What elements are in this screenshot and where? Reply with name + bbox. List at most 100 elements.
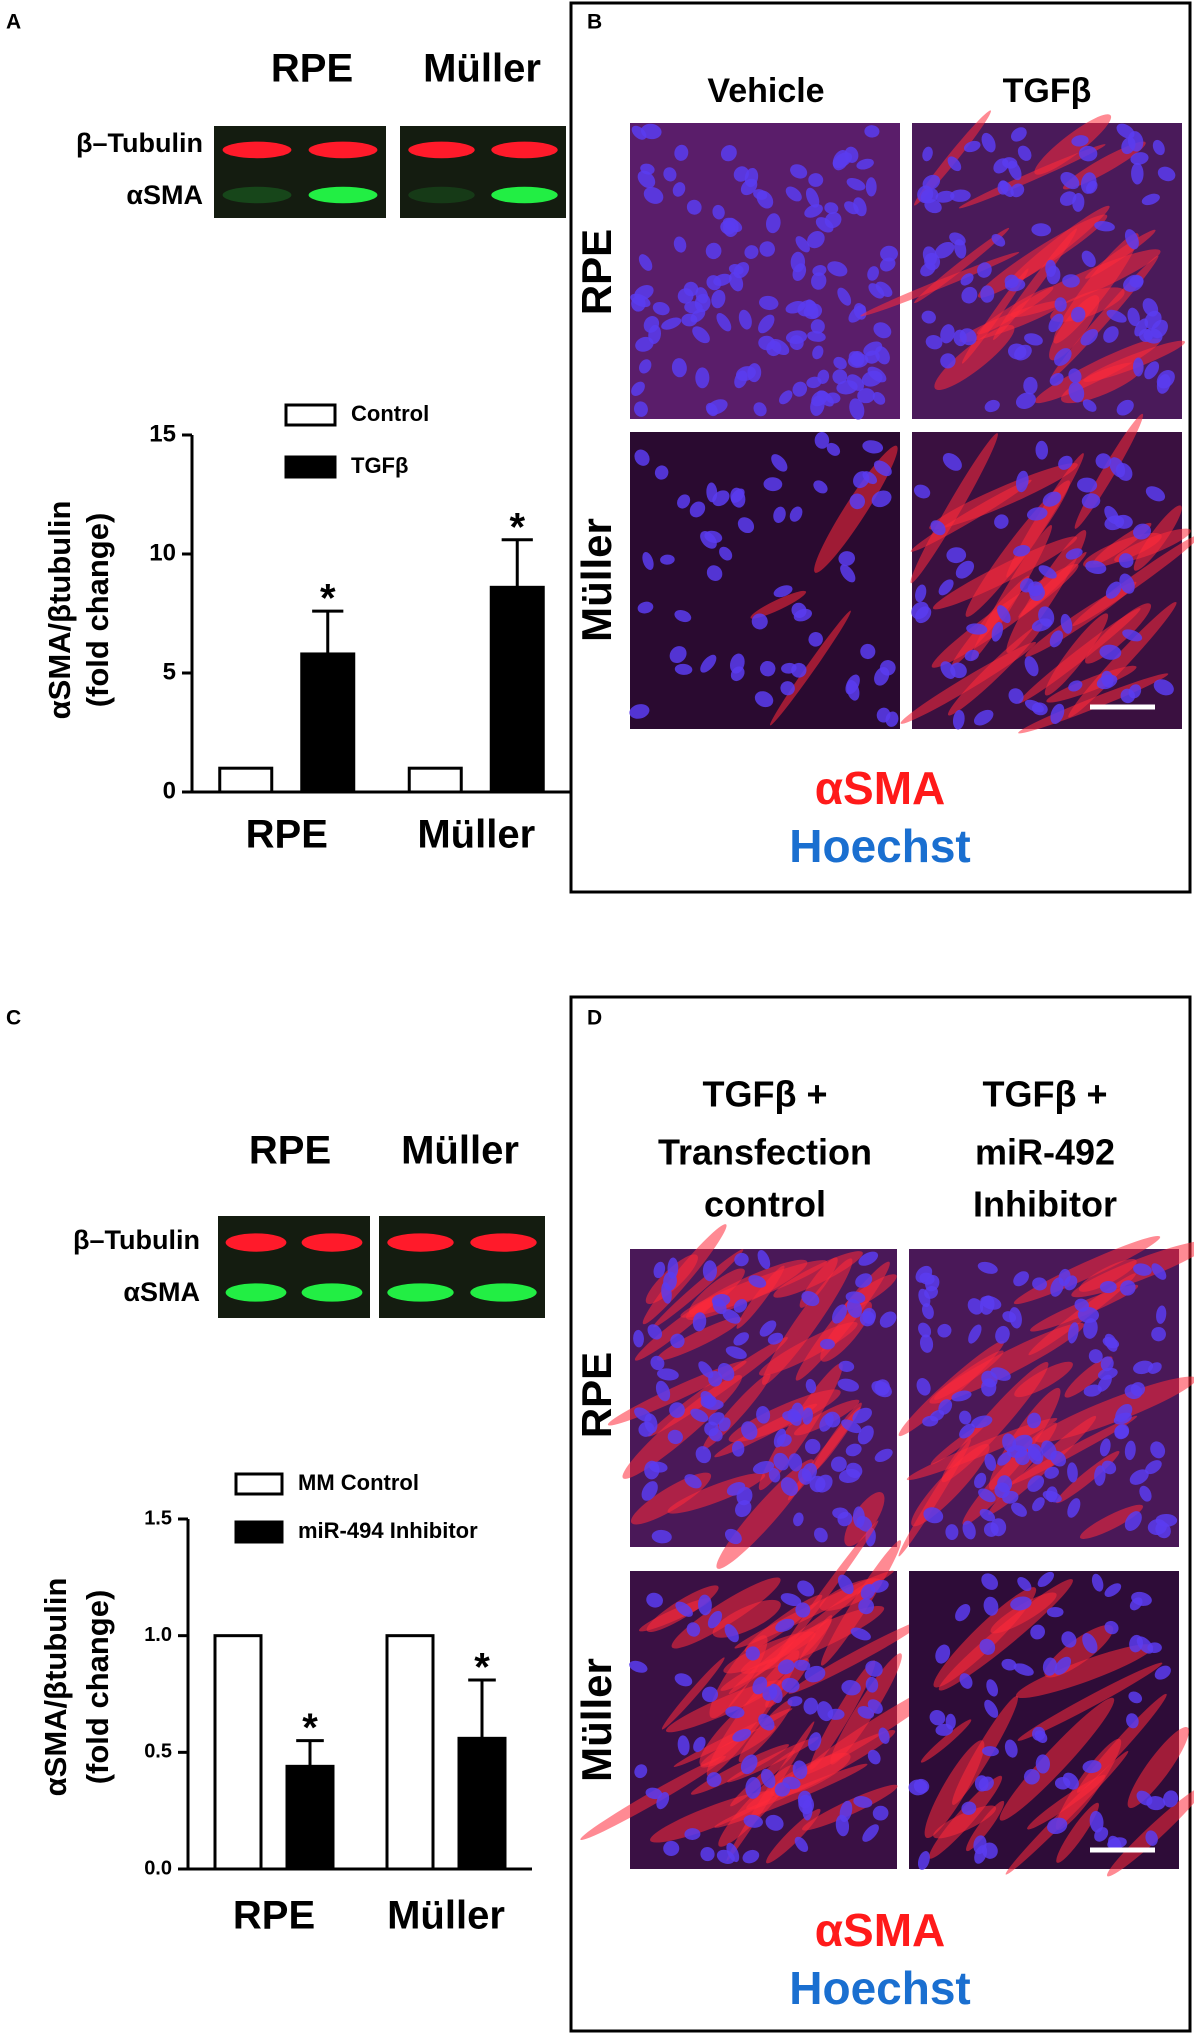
nucleus xyxy=(981,1370,998,1388)
actin-fiber xyxy=(1034,114,1112,175)
nucleus xyxy=(980,285,995,303)
y-axis-label: (fold change) xyxy=(80,1590,115,1785)
nucleus xyxy=(846,374,865,391)
nucleus xyxy=(848,304,866,323)
nucleus xyxy=(819,1413,834,1432)
nucleus xyxy=(738,309,752,330)
nucleus xyxy=(920,188,939,204)
nucleus xyxy=(942,453,962,471)
actin-fiber xyxy=(1027,1774,1106,1830)
actin-fiber xyxy=(661,1657,725,1730)
nucleus xyxy=(981,1573,999,1590)
nucleus xyxy=(706,1772,722,1787)
nucleus xyxy=(993,158,1009,174)
blot-band xyxy=(387,1233,454,1252)
nucleus xyxy=(917,1850,930,1870)
nucleus xyxy=(1065,548,1083,560)
nucleus xyxy=(669,646,687,664)
nucleus xyxy=(808,631,823,647)
nucleus xyxy=(997,1451,1012,1466)
blot-lane-label: Müller xyxy=(423,47,541,91)
nucleus xyxy=(700,654,717,673)
nucleus xyxy=(637,170,656,189)
nucleus xyxy=(649,1461,668,1473)
nucleus xyxy=(872,391,886,405)
panel-label: B xyxy=(587,11,602,34)
nucleus xyxy=(813,480,828,494)
nucleus xyxy=(832,1304,848,1324)
nucleus xyxy=(962,1520,976,1540)
micrograph-content xyxy=(629,432,899,727)
panel-label: C xyxy=(6,1007,21,1030)
nucleus xyxy=(1128,1691,1143,1704)
nucleus xyxy=(1145,486,1166,502)
nucleus xyxy=(805,1378,817,1394)
nucleus xyxy=(677,288,694,304)
y-tick-label: 1.0 xyxy=(144,1624,172,1646)
nucleus xyxy=(728,272,744,292)
nucleus xyxy=(1105,581,1122,599)
blot-band xyxy=(225,1233,287,1252)
nucleus xyxy=(862,1824,879,1842)
blot-band xyxy=(222,141,292,159)
nucleus xyxy=(977,262,992,278)
actin-fiber xyxy=(958,144,1106,209)
nucleus xyxy=(742,1849,760,1864)
nucleus xyxy=(655,1380,671,1402)
bar xyxy=(489,585,545,794)
actin-fiber xyxy=(910,433,998,584)
nucleus xyxy=(1042,491,1062,507)
nucleus xyxy=(669,1402,685,1418)
nucleus xyxy=(1095,453,1112,469)
bar xyxy=(285,1764,335,1871)
nucleus xyxy=(781,1677,800,1693)
nucleus xyxy=(922,1303,934,1320)
nucleus xyxy=(706,482,718,503)
nucleus xyxy=(1139,1485,1152,1502)
nucleus xyxy=(1001,1658,1017,1671)
nucleus xyxy=(708,1371,723,1387)
nucleus xyxy=(870,1579,889,1593)
nucleus xyxy=(1089,1810,1104,1833)
nucleus xyxy=(964,649,979,662)
nucleus xyxy=(804,204,823,218)
nucleus xyxy=(1133,523,1152,540)
nucleus xyxy=(672,182,686,197)
nucleus xyxy=(1123,274,1144,292)
nucleus xyxy=(704,530,723,543)
nucleus xyxy=(1013,545,1031,557)
nucleus xyxy=(756,1406,771,1424)
nucleus xyxy=(846,1299,863,1318)
nucleus xyxy=(1015,392,1036,409)
y-tick-label: 0.0 xyxy=(144,1857,172,1879)
nucleus xyxy=(1099,644,1122,660)
column-label: control xyxy=(704,1184,826,1225)
nucleus xyxy=(1099,1281,1117,1294)
nucleus xyxy=(1064,1275,1078,1291)
nucleus xyxy=(1004,1739,1018,1758)
legend-label: Control xyxy=(351,401,429,426)
nucleus xyxy=(1133,1360,1154,1375)
nucleus xyxy=(845,1443,862,1457)
nucleus xyxy=(1032,1497,1045,1512)
blot-lane-label: Müller xyxy=(401,1129,519,1173)
y-axis-label: αSMA/βtubulin xyxy=(38,1578,73,1797)
nucleus xyxy=(959,1410,972,1425)
nucleus xyxy=(1047,1817,1068,1835)
nucleus xyxy=(1068,368,1082,384)
nucleus xyxy=(748,1275,767,1288)
nucleus xyxy=(759,295,779,311)
nucleus xyxy=(645,1787,663,1800)
nucleus xyxy=(940,324,955,344)
nucleus xyxy=(1094,221,1115,232)
nucleus xyxy=(853,1796,873,1808)
column-label: Transfection xyxy=(658,1132,872,1173)
actin-fiber xyxy=(929,463,1078,530)
nucleus xyxy=(1151,1263,1167,1280)
nucleus xyxy=(833,356,847,370)
panel-frame xyxy=(569,995,1192,2033)
nucleus xyxy=(1104,1620,1119,1635)
nucleus xyxy=(1153,679,1174,696)
nucleus xyxy=(1115,1403,1133,1423)
nucleus xyxy=(757,1249,771,1270)
